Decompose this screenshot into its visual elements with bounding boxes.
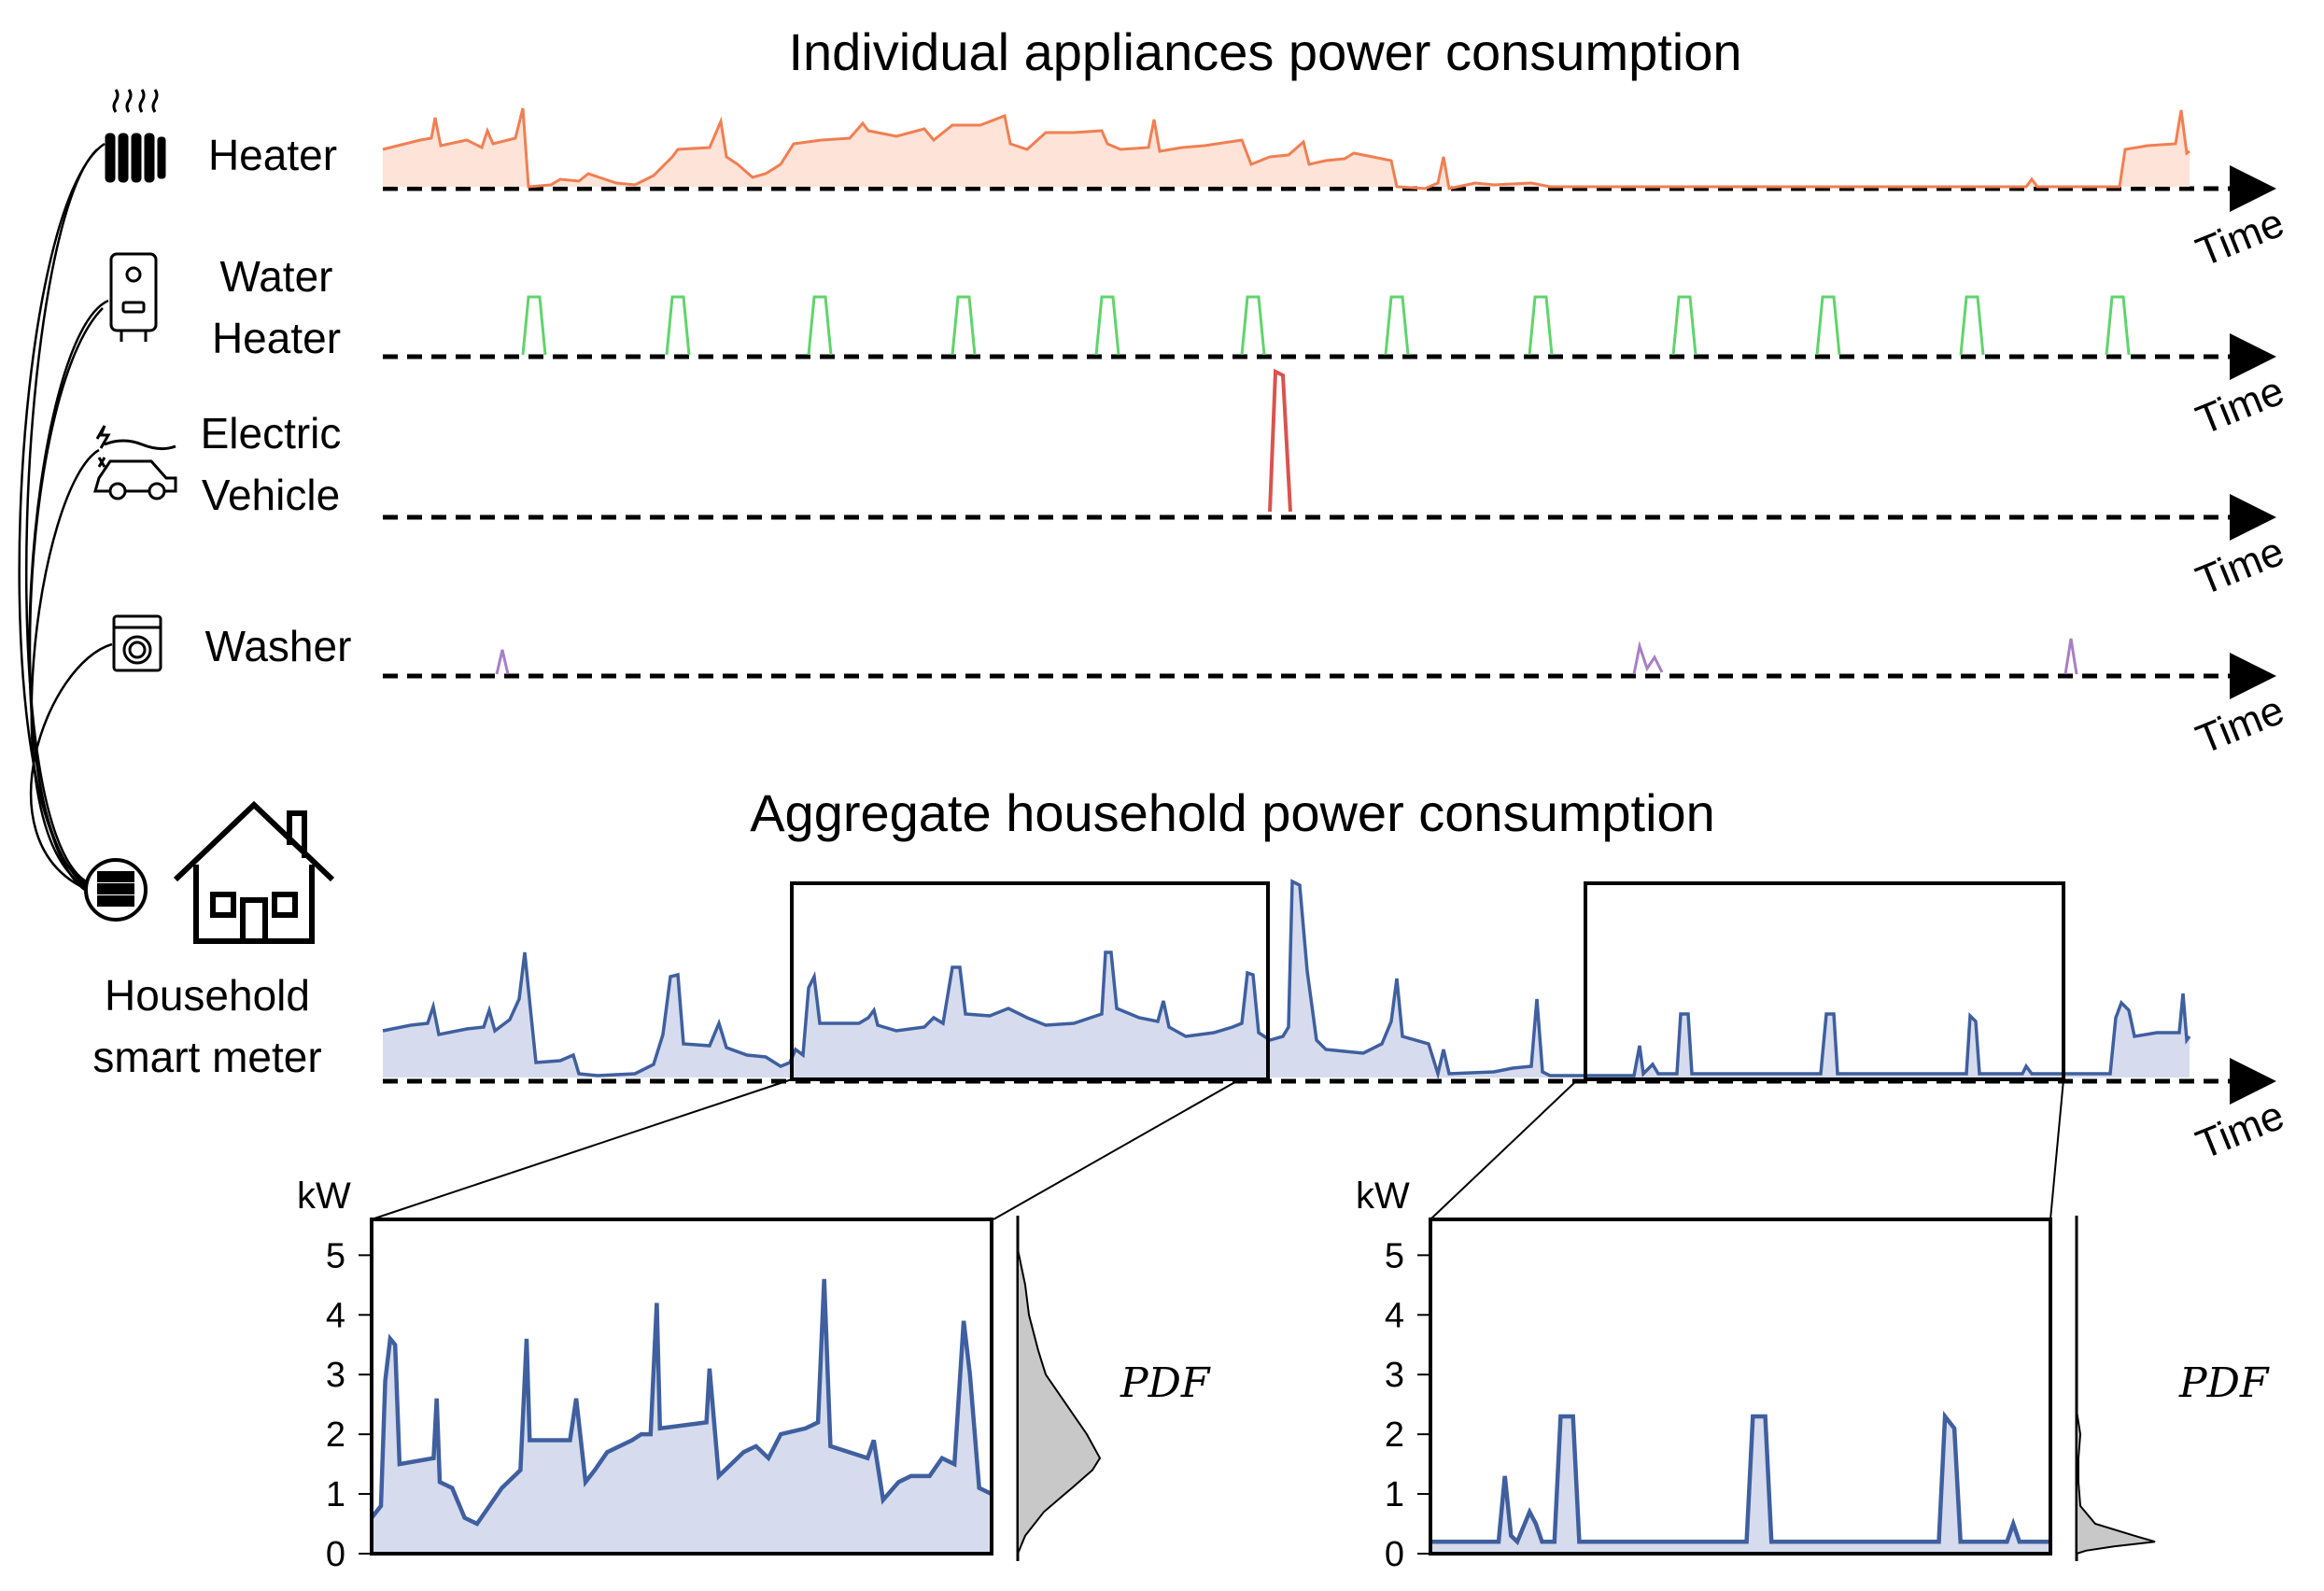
right-panel-frame (1429, 1218, 2052, 1556)
right-panel-tick-0: 0 (1385, 1535, 1404, 1574)
water-heater-pulse-2 (807, 295, 833, 356)
left-panel-tick-4: 4 (326, 1296, 345, 1335)
house-icon (173, 800, 335, 944)
water-heater-pulse-3 (951, 295, 977, 356)
water-heater-pulse-5 (1240, 295, 1266, 356)
electric-car-icon (93, 425, 177, 500)
right-panel-tick-5: 5 (1385, 1236, 1404, 1275)
right-panel-pdf-curve (2076, 1410, 2156, 1556)
washer-label: Washer (205, 622, 352, 670)
heater-area (383, 108, 2190, 189)
left-panel-pdf-label: PDF (1120, 1359, 1211, 1407)
left-panel-tick-2: 2 (326, 1415, 345, 1455)
zoom-window-1 (790, 881, 1270, 1081)
left-panel-frame (370, 1218, 993, 1556)
aggregate-area (383, 881, 2190, 1077)
left-panel-tick-0: 0 (326, 1535, 345, 1574)
right-panel-tick-2: 2 (1385, 1415, 1404, 1455)
zoom-connector-0 (371, 1078, 793, 1220)
right-panel-line (1430, 1410, 2050, 1546)
water-heater-pulse-4 (1094, 295, 1120, 356)
washer-blip-1 (1632, 641, 1664, 675)
right-panel-tick-3: 3 (1385, 1356, 1404, 1395)
time-label-4: Time (2190, 1092, 2290, 1168)
ev-pulse (1268, 368, 1292, 513)
time-label-2: Time (2190, 528, 2290, 604)
washer-blip-2 (2063, 638, 2078, 675)
top-title: Individual appliances power consumption (788, 22, 1741, 81)
zoom-window-2 (1584, 881, 2065, 1081)
water-heater-pulse-6 (1384, 295, 1410, 356)
water-heater-pulse-9 (1815, 295, 1841, 356)
water-heater-label-line1: Water (220, 252, 333, 301)
washer-blip-0 (495, 649, 510, 675)
left-panel-pdf-curve (1017, 1248, 1102, 1555)
water-heater-pulse-0 (521, 295, 547, 356)
smart-meter-icon (84, 858, 148, 922)
left-panel-tick-1: 1 (326, 1475, 345, 1514)
water-heater-label-line2: Heater (212, 314, 341, 362)
water-heater-pulse-1 (665, 295, 691, 356)
left-panel-unit: kW (297, 1176, 351, 1217)
right-panel-unit: kW (1356, 1176, 1410, 1217)
water-heater-pulse-7 (1528, 295, 1554, 356)
ev-label-line2: Vehicle (202, 471, 340, 519)
left-panel-line (370, 1278, 993, 1527)
meter-label-line1: Household (105, 971, 310, 1020)
time-label-3: Time (2190, 687, 2290, 763)
right-panel-tick-1: 1 (1385, 1475, 1404, 1514)
water-heater-icon (109, 252, 158, 342)
water-heater-pulse-8 (1671, 295, 1697, 356)
left-panel-tick-3: 3 (326, 1356, 345, 1395)
radiator-icon (105, 89, 166, 183)
zoom-connector-1 (993, 1078, 1241, 1220)
washing-machine-icon (112, 614, 162, 672)
right-panel-pdf-label: PDF (2178, 1359, 2270, 1407)
aggregate-line (382, 879, 2191, 1080)
zoom-connector-3 (2049, 1078, 2064, 1220)
left-panel-tick-5: 5 (326, 1236, 345, 1275)
heater-line (382, 107, 2190, 190)
time-label-1: Time (2190, 368, 2290, 444)
meter-label-line2: smart meter (92, 1033, 321, 1081)
right-panel-tick-4: 4 (1385, 1296, 1404, 1335)
ev-label-line1: Electric (201, 409, 342, 458)
connector-wires (18, 142, 113, 893)
water-heater-pulse-11 (2105, 295, 2131, 356)
aggregate-title: Aggregate household power consumption (750, 783, 1715, 842)
heater-label: Heater (208, 131, 337, 179)
zoom-connector-2 (1430, 1078, 1579, 1220)
time-label-0: Time (2190, 200, 2290, 275)
water-heater-pulse-10 (1959, 295, 1985, 356)
